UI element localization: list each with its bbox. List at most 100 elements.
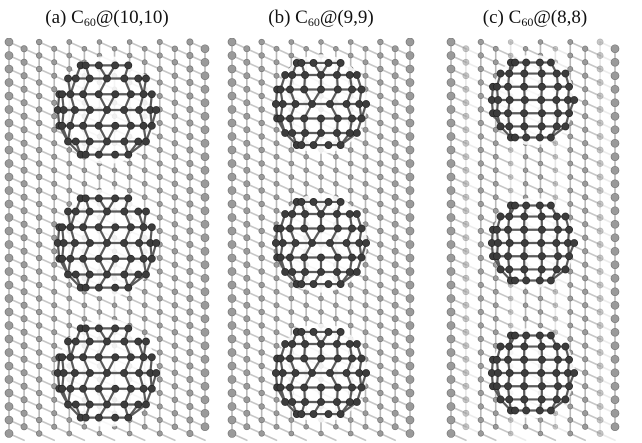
panel-c-molecule: C <box>508 7 522 28</box>
tube-atom <box>227 186 237 195</box>
tube-atom <box>36 52 43 59</box>
tube-atom <box>347 309 354 315</box>
tube-atom <box>51 342 58 349</box>
c60-fullerene <box>53 319 161 427</box>
tube-atom <box>156 52 163 59</box>
tube-atom <box>186 268 194 275</box>
tube-atom <box>462 234 470 242</box>
tube-atom <box>273 45 280 52</box>
tube-atom <box>477 79 484 86</box>
tube-atom <box>288 52 295 59</box>
tube-atom <box>596 349 604 356</box>
tube-atom <box>171 86 178 93</box>
tube-atom <box>4 159 14 168</box>
tube-atom <box>362 180 369 187</box>
tube-atom <box>477 376 484 383</box>
tube-atom <box>405 186 415 195</box>
tube-atom <box>51 329 58 336</box>
tube-atom <box>200 192 210 202</box>
fullerene-atom <box>570 369 579 377</box>
tube-atom <box>81 167 88 173</box>
tube-atom <box>377 38 384 46</box>
tube-atom <box>51 72 58 79</box>
fullerene-atom <box>546 133 555 142</box>
tube-atom <box>362 275 369 282</box>
fullerene-atom <box>297 141 306 149</box>
tube-atom <box>186 403 194 410</box>
tube-atom <box>186 227 194 235</box>
fullerene-atom <box>300 253 309 262</box>
tube-atom <box>507 160 514 167</box>
fullerene-atom <box>537 342 546 351</box>
tube-atom <box>377 92 384 100</box>
tube-atom <box>462 301 470 309</box>
tube-atom <box>318 430 324 437</box>
fullerene-atom <box>276 224 285 233</box>
tube-atom <box>4 388 14 398</box>
c60-fullerene <box>271 193 371 293</box>
tube-atom <box>303 316 309 322</box>
tube-atom <box>391 85 399 93</box>
tube-atom <box>507 147 514 153</box>
tube-atom <box>51 153 58 160</box>
tube-atom <box>596 52 604 59</box>
fullerene-atom <box>565 225 573 234</box>
tube-atom <box>171 248 178 255</box>
tube-atom <box>610 395 620 405</box>
fullerene-atom <box>301 340 309 348</box>
tube-atom <box>446 348 456 357</box>
tube-atom <box>405 240 415 249</box>
tube-atom <box>446 186 456 195</box>
tube-atom <box>610 327 620 337</box>
tube-atom <box>462 261 470 269</box>
tube-atom <box>537 417 544 423</box>
tube-atom <box>200 138 210 148</box>
tube-atom <box>405 388 415 398</box>
tube-atom <box>333 167 339 173</box>
tube-atom <box>333 154 339 160</box>
fullerene-atom <box>309 141 318 149</box>
fullerene-atom <box>139 121 148 130</box>
tube-atom <box>446 375 456 384</box>
fullerene-atom <box>300 383 309 392</box>
fullerene-atom <box>152 239 161 247</box>
tube-atom <box>171 423 178 430</box>
tube-atom <box>391 99 399 107</box>
tube-atom <box>258 38 265 46</box>
fullerene-atom <box>66 254 75 263</box>
tube-atom <box>273 207 280 214</box>
tube-atom <box>567 417 574 423</box>
tube-atom <box>362 396 369 403</box>
tube-atom <box>333 46 339 52</box>
fullerene-atom <box>493 225 501 234</box>
tube-atom <box>582 275 589 282</box>
fullerene-atom <box>120 239 129 247</box>
tube-atom <box>141 315 148 322</box>
tube-atom <box>462 220 470 228</box>
fullerene-atom <box>111 150 120 159</box>
tube-atom <box>4 429 14 438</box>
tube-atom <box>446 105 456 114</box>
tube-atom <box>186 322 194 329</box>
tube-atom <box>462 112 470 120</box>
tube-atom <box>391 342 399 350</box>
tube-atom <box>405 38 415 47</box>
fullerene-atom <box>493 109 501 118</box>
fullerene-atom <box>59 106 68 114</box>
fullerene-atom <box>496 122 505 131</box>
tube-atom <box>582 383 589 390</box>
tube-atom <box>273 315 280 322</box>
tube-atom <box>446 38 456 47</box>
fullerene-atom <box>142 400 150 409</box>
fullerene-atom <box>348 85 356 94</box>
tube-atom <box>171 396 178 403</box>
tube-atom <box>391 247 399 255</box>
fullerene-atom <box>333 210 341 218</box>
tube-atom <box>552 423 559 430</box>
fullerene-atom <box>493 252 501 261</box>
fullerene-atom <box>505 96 514 104</box>
tube-atom <box>156 363 163 369</box>
tube-atom <box>66 309 73 315</box>
tube-atom <box>156 417 163 423</box>
fullerene-atom <box>66 223 75 232</box>
